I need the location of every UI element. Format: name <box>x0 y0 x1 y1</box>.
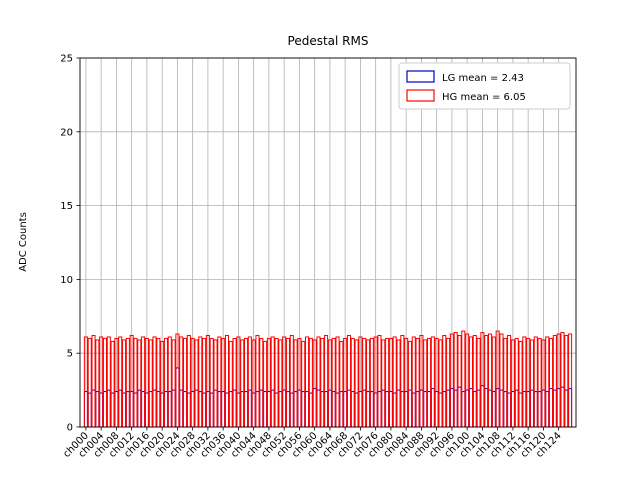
legend-label-lg: LG mean = 2.43 <box>442 73 524 84</box>
y-tick-label: 0 <box>67 423 73 434</box>
chart-title: Pedestal RMS <box>288 34 369 48</box>
y-tick-label: 15 <box>60 201 73 212</box>
legend-label-hg: HG mean = 6.05 <box>442 92 526 103</box>
y-tick-label: 10 <box>60 275 73 286</box>
axes-frame <box>79 57 577 428</box>
legend-box <box>398 62 571 110</box>
y-tick-label: 20 <box>60 127 73 138</box>
y-tick-label: 25 <box>60 54 73 65</box>
legend: LG mean = 2.43 HG mean = 6.05 <box>398 62 571 110</box>
y-tick-label: 5 <box>67 349 73 360</box>
legend-swatch-lg <box>406 70 435 83</box>
plot-area: ch000ch004ch008ch012ch016ch020ch024ch028… <box>60 54 577 460</box>
legend-swatch-hg <box>406 89 435 102</box>
y-axis-label: ADC Counts <box>18 212 29 272</box>
